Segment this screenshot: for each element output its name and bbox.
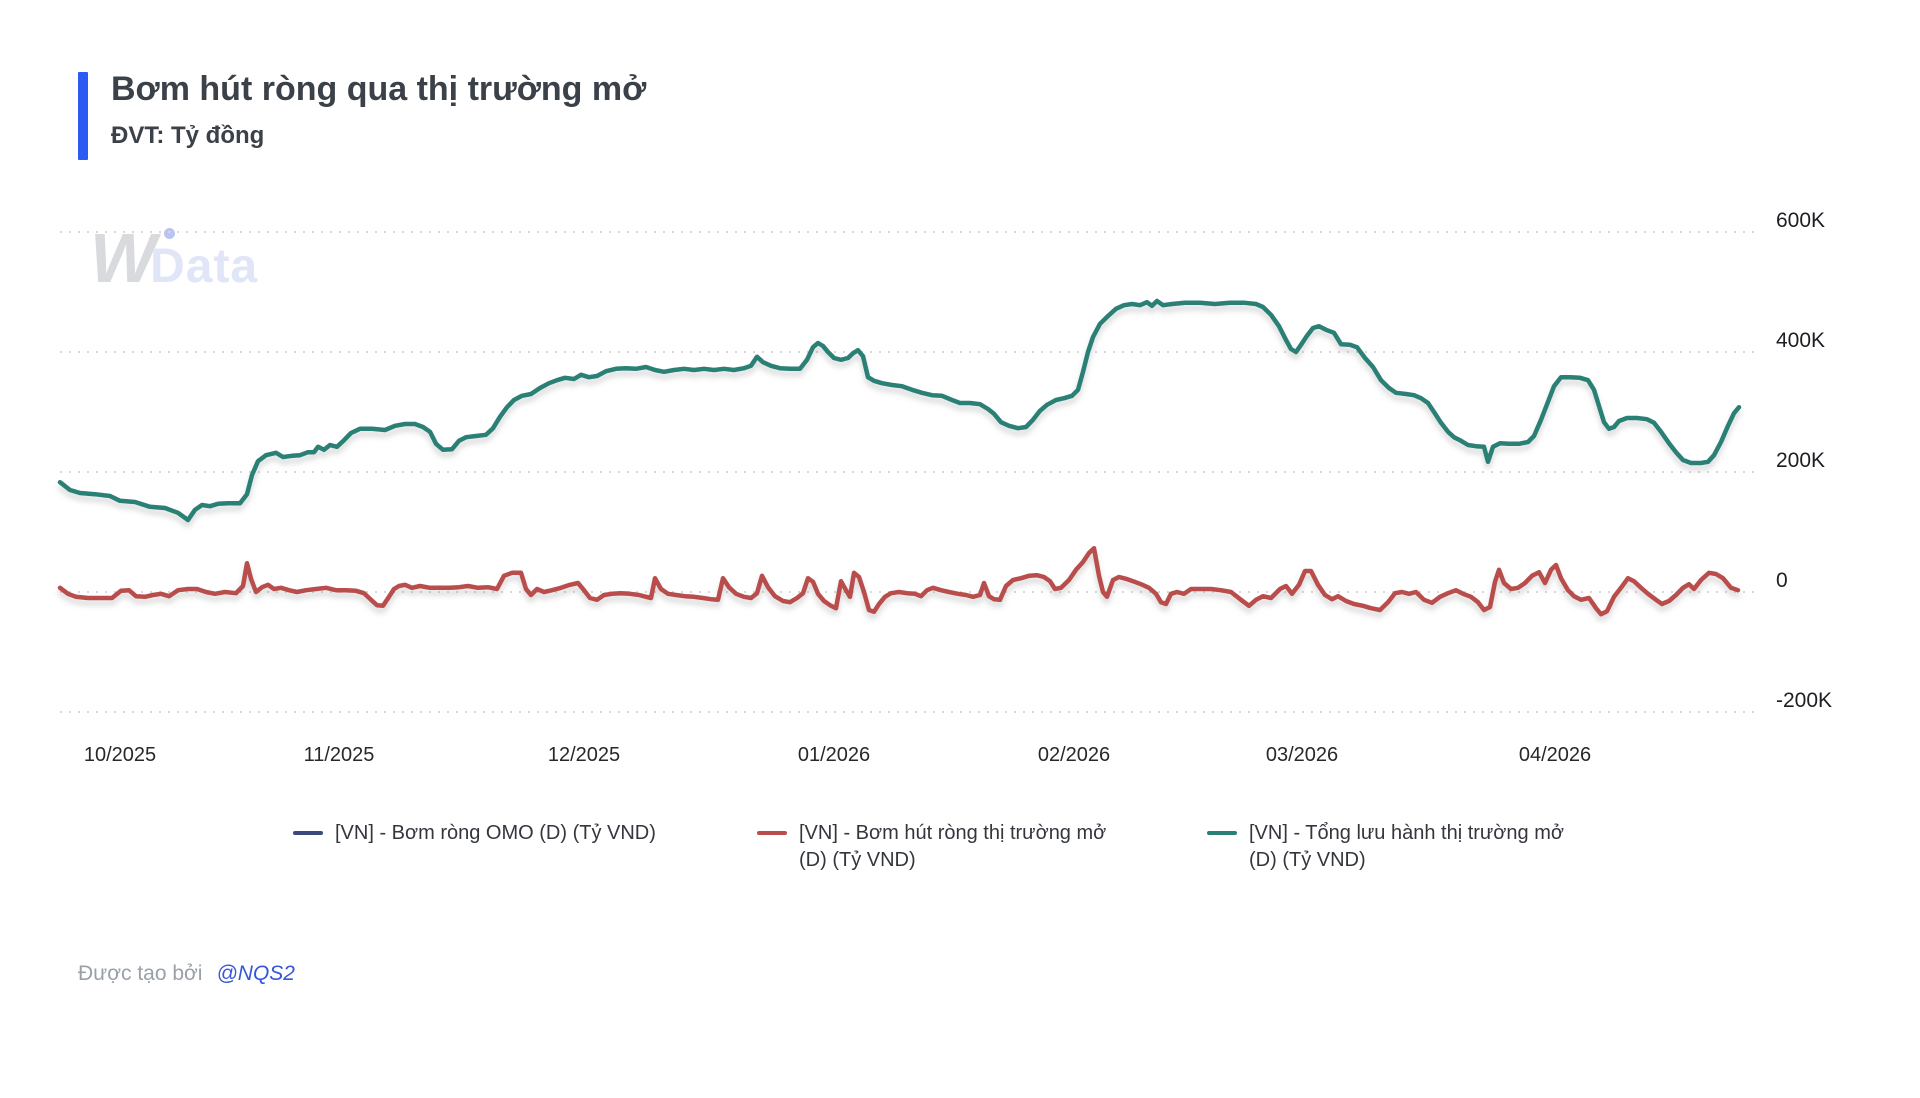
x-axis-label: 02/2026 [1037, 744, 1111, 766]
legend-item-tong-luu-hanh[interactable]: [VN] - Tổng lưu hành thị trường mở (D) (… [1207, 820, 1585, 874]
legend-line-swatch [1207, 831, 1237, 835]
legend-label: [VN] - Bơm ròng OMO (D) (Tỷ VND) [335, 822, 656, 844]
x-axis-label: 11/2025 [303, 744, 375, 766]
x-axis-label: 12/2025 [547, 744, 621, 766]
legend-item-bom-rong-omo[interactable]: [VN] - Bơm ròng OMO (D) (Tỷ VND) [293, 820, 656, 847]
unit-label: ĐVT: Tỷ đồng [111, 122, 265, 149]
legend-line-swatch [757, 831, 787, 835]
legend-item-bom-hut-rong[interactable]: [VN] - Bơm hút ròng thị trường mở (D) (T… [757, 820, 1117, 874]
y-axis-label: 600K [1776, 209, 1826, 232]
y-axis-label: 400K [1776, 329, 1826, 352]
x-axis-label: 04/2026 [1518, 744, 1592, 766]
x-axis-label: 03/2026 [1265, 744, 1339, 766]
x-axis-label: 10/2025 [83, 744, 157, 766]
footer-created-label: Được tạo bởi [78, 962, 203, 985]
x-axis-label: 01/2026 [797, 744, 871, 766]
footer: Được tạo bởi @NQS2 [78, 962, 295, 986]
legend-label: [VN] - Tổng lưu hành thị trường mở (D) (… [1249, 822, 1564, 871]
author-link[interactable]: @NQS2 [216, 962, 295, 985]
y-axis-label: 0 [1776, 569, 1788, 592]
title-accent-bar [78, 72, 88, 160]
legend-line-swatch [293, 831, 323, 835]
y-axis-label: 200K [1776, 449, 1826, 472]
page-title: Bơm hút ròng qua thị trường mở [111, 70, 647, 108]
legend-label: [VN] - Bơm hút ròng thị trường mở (D) (T… [799, 822, 1107, 871]
y-axis-label: -200K [1776, 689, 1833, 712]
